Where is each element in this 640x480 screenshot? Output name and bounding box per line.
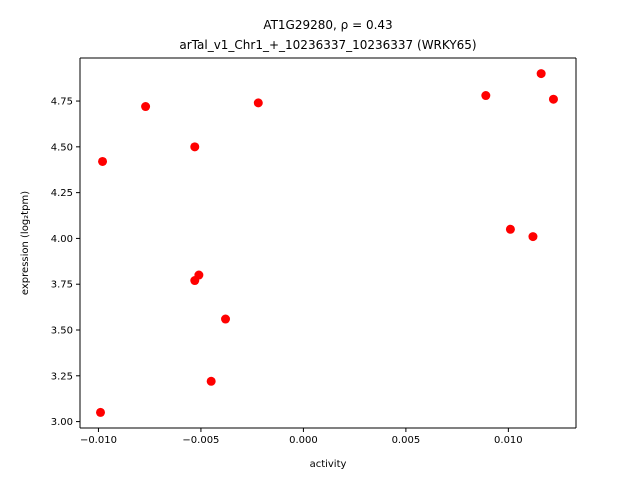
plot-area [80, 58, 576, 428]
data-point [98, 156, 108, 166]
data-point [505, 224, 515, 234]
chart-title-line2: arTal_v1_Chr1_+_10236337_10236337 (WRKY6… [179, 38, 476, 52]
x-axis-label: activity [310, 459, 347, 470]
y-tick-label: 3.25 [51, 371, 73, 382]
chart-title-line1: AT1G29280, ρ = 0.43 [263, 18, 392, 32]
y-tick-label: 3.50 [51, 326, 73, 337]
data-point [206, 376, 216, 386]
y-axis-ticks: 3.00 3.25 3.50 3.75 4.00 4.25 4.50 4.75 [51, 97, 80, 428]
x-axis-ticks: −0.010 −0.005 0.000 0.005 0.010 [80, 428, 523, 446]
x-tick-label: −0.010 [80, 435, 117, 446]
points-layer [95, 69, 558, 417]
x-tick-label: 0.010 [494, 435, 523, 446]
data-point [481, 91, 491, 101]
data-point [548, 94, 558, 104]
x-tick-label: 0.000 [289, 435, 318, 446]
y-tick-label: 3.75 [51, 280, 73, 291]
y-tick-label: 4.50 [51, 142, 73, 153]
data-point [141, 102, 151, 112]
y-axis-label: expression (log₂tpm) [20, 191, 31, 295]
y-tick-label: 3.00 [51, 417, 73, 428]
x-tick-label: −0.005 [182, 435, 219, 446]
data-point [536, 69, 546, 79]
data-point [253, 98, 263, 108]
data-point [221, 314, 231, 324]
x-tick-label: 0.005 [392, 435, 421, 446]
y-tick-label: 4.75 [51, 97, 73, 108]
y-tick-label: 4.25 [51, 188, 73, 199]
data-point [528, 232, 538, 242]
data-point [194, 270, 204, 280]
data-point [190, 142, 200, 152]
y-tick-label: 4.00 [51, 234, 73, 245]
axes-frame [79, 57, 577, 429]
data-point [95, 407, 105, 417]
